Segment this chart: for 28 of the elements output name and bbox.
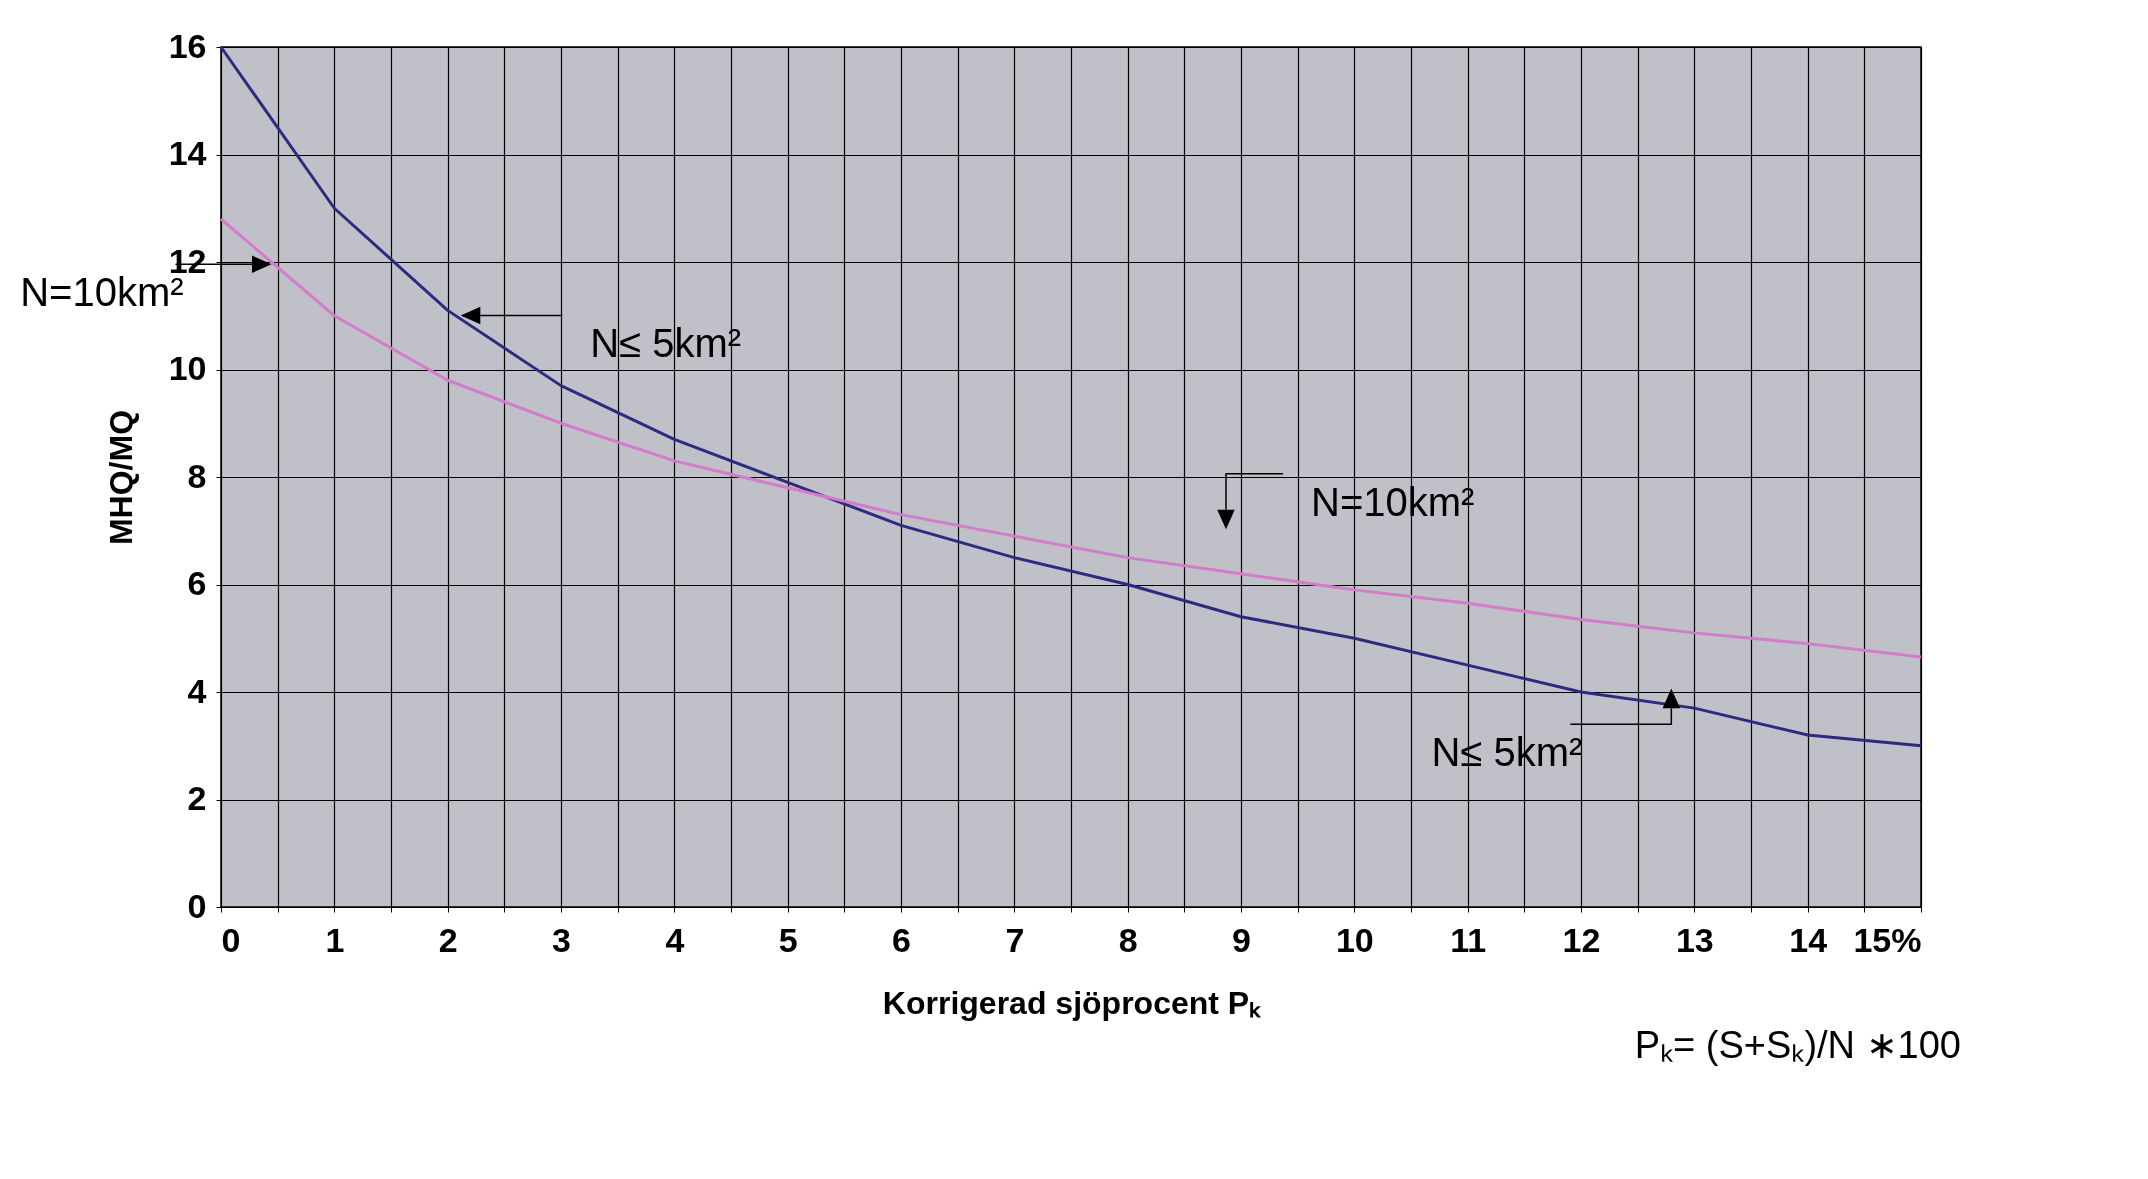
x-tick-label: 5	[778, 920, 798, 959]
y-tick-label: 8	[187, 456, 207, 495]
x-tick-label: 15%	[1853, 920, 1922, 959]
y-tick-label: 0	[187, 886, 207, 925]
y-tick-label: 16	[168, 26, 207, 65]
y-axis-title: MHQ/MQ	[102, 409, 139, 546]
x-tick-label: 7	[1005, 920, 1025, 959]
x-tick-label: 13	[1675, 920, 1714, 959]
y-tick-label: 10	[168, 349, 207, 387]
y-tick-label: 2	[187, 779, 207, 817]
x-tick-label: 0	[221, 920, 241, 959]
x-tick-label: 8	[1118, 920, 1138, 959]
line-series	[219, 217, 1923, 659]
x-tick-label: 6	[892, 920, 911, 959]
x-tick-label: 10	[1335, 920, 1374, 959]
x-tick-label: 4	[665, 920, 685, 959]
y-tick-label: 4	[187, 671, 207, 710]
x-axis-title: Korrigerad sjöprocent Pₖ	[882, 984, 1263, 1021]
y-tick-label: 6	[187, 564, 207, 602]
x-tick-label: 1	[325, 920, 345, 959]
x-tick-label: 9	[1232, 920, 1251, 959]
y-tick-label: 14	[168, 134, 207, 172]
x-tick-label: 14	[1789, 920, 1828, 959]
x-tick-label: 11	[1450, 920, 1487, 959]
x-tick-label: 3	[552, 920, 571, 959]
text: Pₖ= (S+Sₖ)/N ∗100	[1634, 1024, 1961, 1066]
x-tick-label: 2	[438, 920, 458, 959]
x-tick-label: 12	[1562, 920, 1601, 959]
